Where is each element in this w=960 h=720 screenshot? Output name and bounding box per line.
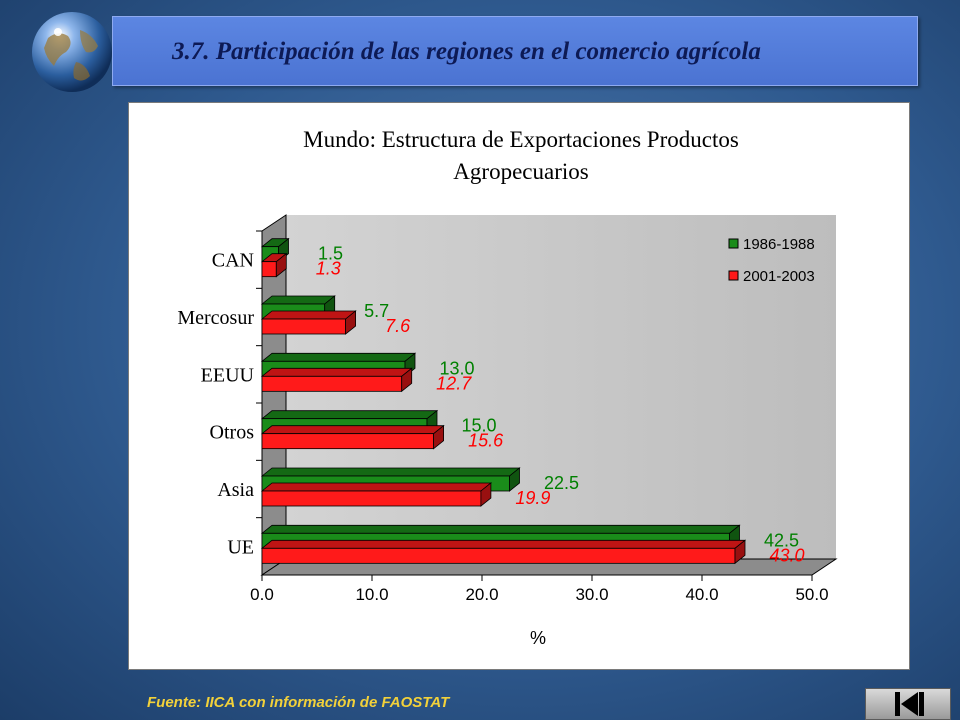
plot-area: 0.0 10.0 20.0 30.0 40.0 50.0 CAN 1.51.3 Mercosur… [177,214,838,604]
x-tick-label: 10.0 [355,585,388,604]
bar-top [260,352,417,362]
x-tick-label: 30.0 [575,585,608,604]
bar-end [345,310,357,335]
data-label: 42.5 [764,530,799,550]
data-label: 13.0 [439,358,474,378]
globe-icon [32,12,112,92]
bar-top [260,524,741,534]
data-label: 1.3 [316,259,341,279]
bar [261,490,482,507]
bar [261,261,277,278]
chart-title-line-1: Mundo: Estructura de Exportaciones Produ… [303,127,739,152]
bar-top [260,310,357,320]
category-label: CAN [212,250,254,272]
data-label: 15.0 [461,416,496,436]
bar [261,318,346,335]
bar-end [480,482,492,507]
bar-end [734,539,746,565]
x-axis-label: % [530,628,546,648]
bar-top [260,539,747,549]
data-label: 5.7 [364,301,389,321]
bar-end [433,424,445,450]
legend-swatch [728,270,739,281]
bar [261,375,403,392]
data-label: 19.9 [515,488,550,508]
category-label: UE [227,536,254,558]
chart-panel: Mundo: Estructura de Exportaciones Produ… [128,102,910,670]
x-tick-label: 50.0 [795,585,828,604]
data-label: 15.6 [468,431,504,451]
bar-top [260,410,439,420]
bar-end [401,367,413,393]
chart-title-line-2: Agropecuarios [453,159,588,184]
bar [261,547,736,564]
bar [261,433,435,450]
source-note: Fuente: IICA con información de FAOSTAT [147,694,450,711]
category-label: EEUU [201,364,255,386]
bar-end [275,252,287,278]
data-label: 7.6 [385,316,411,336]
legend: 1986-1988 2001-2003 [728,236,815,285]
bar-top [260,367,413,377]
category-label: Mercosur [177,307,254,329]
slide-title: 3.7. Participación de las regiones en el… [172,38,761,65]
x-tick-label: 0.0 [250,585,274,604]
x-tick-label: 20.0 [465,585,498,604]
x-tick-label: 40.0 [685,585,718,604]
data-label: 12.7 [436,373,472,393]
legend-label: 1986-1988 [743,236,815,253]
data-label: 1.5 [318,244,343,264]
bar-top [260,482,493,492]
legend-swatch [728,238,739,249]
last-slide-icon [895,692,924,716]
title-bar [112,16,918,86]
bar-end [509,467,520,492]
bar-top [260,425,445,435]
data-label: 22.5 [544,473,579,493]
category-label: Asia [217,479,254,501]
last-slide-button[interactable] [865,688,951,720]
data-label: 43.0 [769,545,804,565]
bar-top [260,295,336,305]
category-label: Otros [210,422,255,444]
bar-chart: Mundo: Estructura de Exportaciones Produ… [177,127,838,648]
bar-top [260,467,521,477]
legend-label: 2001-2003 [743,268,815,285]
